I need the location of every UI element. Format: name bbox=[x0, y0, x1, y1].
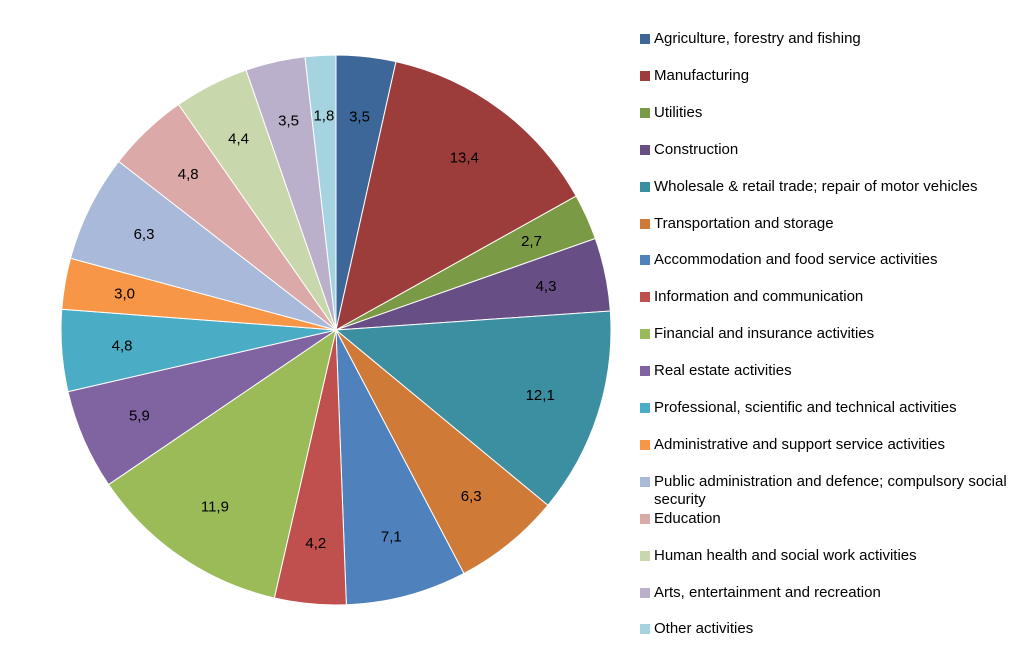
slice-value-label: 13,4 bbox=[450, 150, 479, 167]
legend-swatch bbox=[640, 366, 650, 377]
legend-item: Education bbox=[640, 510, 1020, 528]
slice-value-label: 4,3 bbox=[536, 278, 557, 295]
legend-label: Administrative and support service activ… bbox=[654, 435, 945, 453]
legend-label: Construction bbox=[654, 140, 739, 158]
legend-swatch bbox=[640, 550, 650, 561]
legend-swatch bbox=[640, 255, 650, 266]
slice-value-label: 3,5 bbox=[278, 112, 299, 129]
legend-swatch bbox=[640, 181, 650, 192]
legend-item: Public administration and defence; compu… bbox=[640, 473, 1020, 509]
legend-label: Utilities bbox=[654, 103, 703, 121]
legend-swatch bbox=[640, 292, 650, 303]
legend-item: Real estate activities bbox=[640, 362, 1020, 380]
legend-item: Information and communication bbox=[640, 288, 1020, 306]
legend-swatch bbox=[640, 439, 650, 450]
legend-item: Administrative and support service activ… bbox=[640, 436, 1020, 454]
slice-value-label: 3,5 bbox=[349, 108, 370, 125]
legend-swatch bbox=[640, 34, 650, 44]
pie-value-labels: 3,5 13,4 2,7 4,3 12,1 6,3 7,1 4,2 11,9 5,9 4,8 3,0 6… bbox=[112, 107, 557, 552]
legend-item: Other activities bbox=[640, 620, 1020, 638]
pie-slice bbox=[335, 329, 465, 606]
legend-swatch bbox=[640, 403, 650, 413]
legend-item: Construction bbox=[640, 141, 1020, 159]
legend-item: Transportation and storage bbox=[640, 215, 1020, 233]
slice-value-label: 4,2 bbox=[305, 535, 326, 552]
slice-value-label: 7,1 bbox=[381, 529, 402, 546]
slice-value-label: 3,0 bbox=[114, 285, 135, 302]
legend-swatch bbox=[640, 218, 650, 229]
legend-label: Professional, scientific and technical a… bbox=[654, 399, 957, 416]
legend-swatch bbox=[640, 144, 650, 155]
slice-value-label: 4,8 bbox=[112, 338, 133, 355]
pie-chart: 3,5 13,4 2,7 4,3 12,1 6,3 7,1 4,2 11,9 5,9 4,8 3,0 6… bbox=[60, 54, 612, 606]
legend-item: Accommodation and food service activitie… bbox=[640, 251, 1020, 269]
pie-slice bbox=[107, 328, 337, 599]
legend-label: Arts, entertainment and recreation bbox=[654, 583, 881, 601]
legend-label: Human health and social work activities bbox=[654, 546, 917, 564]
pie-slice bbox=[335, 61, 577, 331]
legend-label: Accommodation and food service activitie… bbox=[654, 251, 938, 269]
slice-value-label: 6,3 bbox=[461, 488, 482, 505]
slice-value-label: 2,7 bbox=[521, 233, 542, 250]
slice-value-label: 11,9 bbox=[201, 499, 229, 516]
legend-swatch bbox=[640, 476, 650, 487]
pie-slice bbox=[334, 310, 612, 506]
legend-swatch bbox=[640, 329, 650, 340]
legend-swatch bbox=[640, 513, 650, 524]
legend-label: Public administration and defence; compu… bbox=[654, 472, 1007, 508]
slice-value-label: 4,4 bbox=[228, 130, 249, 147]
legend-item: Professional, scientific and technical a… bbox=[640, 399, 1020, 417]
slice-value-label: 12,1 bbox=[526, 387, 555, 404]
legend-item: Human health and social work activities bbox=[640, 547, 1020, 565]
legend-item: Wholesale & retail trade; repair of moto… bbox=[640, 178, 1020, 196]
legend-swatch bbox=[640, 587, 650, 598]
legend-item: Manufacturing bbox=[640, 67, 1020, 85]
legend-label: Education bbox=[654, 509, 721, 527]
pie-slices bbox=[60, 54, 612, 606]
legend-label: Manufacturing bbox=[654, 66, 750, 84]
pie-slice bbox=[304, 54, 337, 331]
legend-label: Other activities bbox=[654, 620, 754, 638]
legend-swatch bbox=[640, 70, 650, 81]
slice-value-label: 1,8 bbox=[313, 107, 334, 124]
legend-label: Information and communication bbox=[654, 288, 864, 306]
legend-item: Utilities bbox=[640, 104, 1020, 122]
legend-item: Agriculture, forestry and fishing bbox=[640, 30, 1020, 48]
legend-swatch bbox=[640, 624, 650, 635]
legend-label: Transportation and storage bbox=[654, 214, 834, 232]
legend-swatch bbox=[640, 107, 650, 118]
legend-item: Financial and insurance activities bbox=[640, 325, 1020, 343]
legend-label: Financial and insurance activities bbox=[654, 325, 875, 343]
slice-value-label: 4,8 bbox=[178, 166, 199, 183]
legend-item: Arts, entertainment and recreation bbox=[640, 584, 1020, 602]
legend-label: Wholesale & retail trade; repair of moto… bbox=[654, 177, 978, 195]
slice-value-label: 5,9 bbox=[129, 407, 150, 424]
slice-value-label: 6,3 bbox=[134, 226, 155, 243]
legend-label: Agriculture, forestry and fishing bbox=[654, 30, 861, 47]
legend-label: Real estate activities bbox=[654, 362, 792, 380]
